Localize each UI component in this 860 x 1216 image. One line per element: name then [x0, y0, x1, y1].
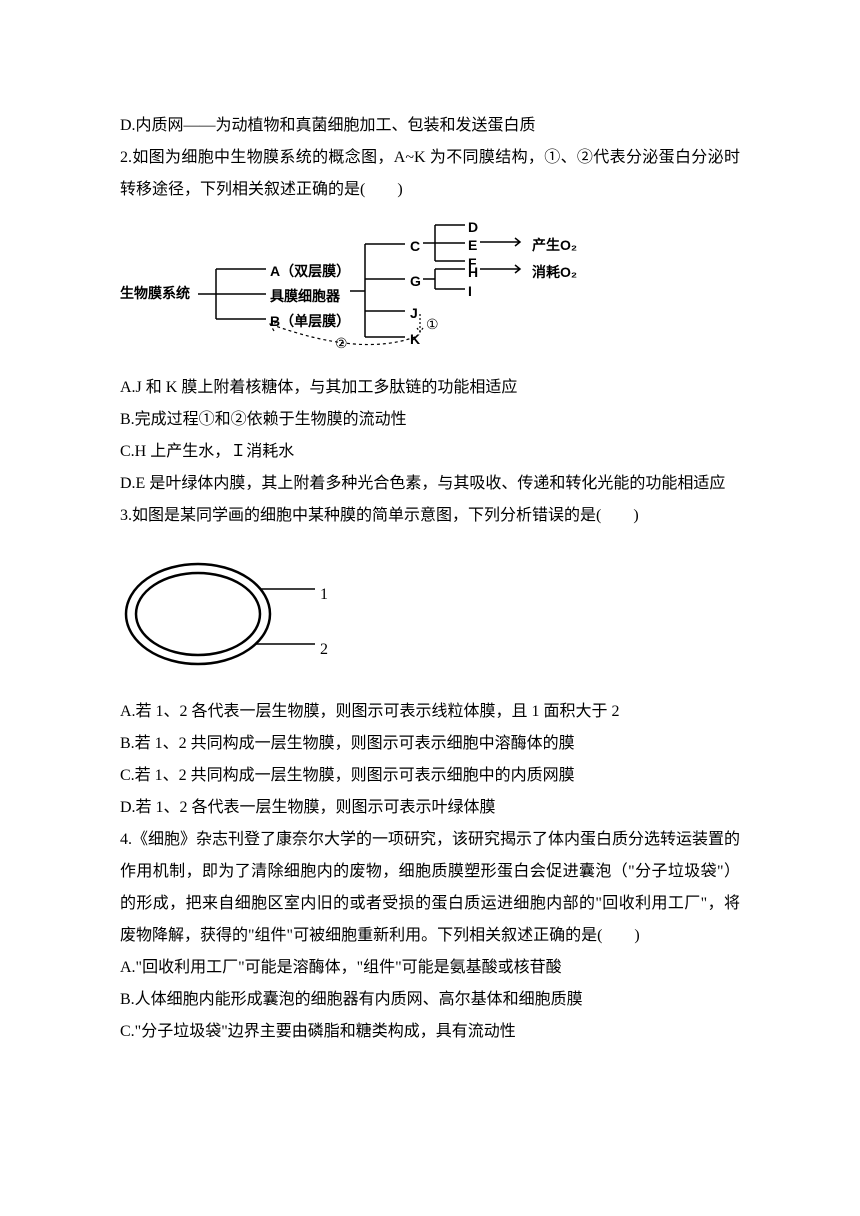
q2-option-a: A.J 和 K 膜上附着核糖体，与其加工多肽链的功能相适应	[120, 372, 740, 404]
q2-option-d: D.E 是叶绿体内膜，其上附着多种光合色素，与其吸收、传递和转化光能的功能相适应	[120, 468, 740, 500]
ellipse-svg	[120, 544, 330, 684]
diagram-membrane-ellipse: 1 2	[120, 544, 330, 684]
d2-label-1: 1	[320, 579, 328, 611]
d1-g: G	[410, 267, 421, 295]
option-d-prev: D.内质网——为动植物和真菌细胞加工、包装和发送蛋白质	[120, 110, 740, 142]
q4-option-c: C."分子垃圾袋"边界主要由磷脂和糖类构成，具有流动性	[120, 1016, 740, 1048]
q4-option-b: B.人体细胞内能形成囊泡的细胞器有内质网、高尔基体和细胞质膜	[120, 984, 740, 1016]
d1-circ2: ②	[335, 329, 348, 357]
d1-root: 生物膜系统	[120, 279, 190, 307]
d1-circ1: ①	[426, 310, 439, 338]
bracket-left	[198, 259, 268, 329]
q2-intro: 2.如图为细胞中生物膜系统的概念图，A~K 为不同膜结构，①、②代表分泌蛋白分泌…	[120, 142, 740, 206]
q3-option-d: D.若 1、2 各代表一层生物膜，则图示可表示叶绿体膜	[120, 792, 740, 824]
d1-i: I	[468, 277, 472, 305]
d1-o2in: 消耗O₂	[532, 258, 577, 286]
q3-option-c: C.若 1、2 共同构成一层生物膜，则图示可表示细胞中的内质网膜	[120, 760, 740, 792]
d1-o2out: 产生O₂	[532, 231, 577, 259]
d1-mid-org: 具膜细胞器	[270, 282, 340, 310]
q3-option-a: A.若 1、2 各代表一层生物膜，则图示可表示线粒体膜，且 1 面积大于 2	[120, 696, 740, 728]
d2-label-2: 2	[320, 634, 328, 666]
arrows-o2	[480, 234, 530, 284]
q4-intro: 4.《细胞》杂志刊登了康奈尔大学的一项研究，该研究揭示了体内蛋白质分选转运装置的…	[120, 824, 740, 952]
q2-option-b: B.完成过程①和②依赖于生物膜的流动性	[120, 404, 740, 436]
diagram-biomembrane-system: 生物膜系统 A（双层膜） 具膜细胞器 B（单层膜） C G J K D E F …	[120, 214, 740, 364]
bracket-c	[423, 219, 468, 267]
d1-mid-a: A（双层膜）	[270, 257, 350, 285]
q3-option-b: B.若 1、2 共同构成一层生物膜，则图示可表示细胞中溶酶体的膜	[120, 728, 740, 760]
bracket-g	[423, 264, 468, 294]
q3-intro: 3.如图是某同学画的细胞中某种膜的简单示意图，下列分析错误的是( )	[120, 500, 740, 532]
q2-option-c: C.H 上产生水，Ｉ消耗水	[120, 436, 740, 468]
d1-c: C	[410, 232, 420, 260]
q4-option-a: A."回收利用工厂"可能是溶酶体，"组件"可能是氨基酸或核苷酸	[120, 952, 740, 984]
